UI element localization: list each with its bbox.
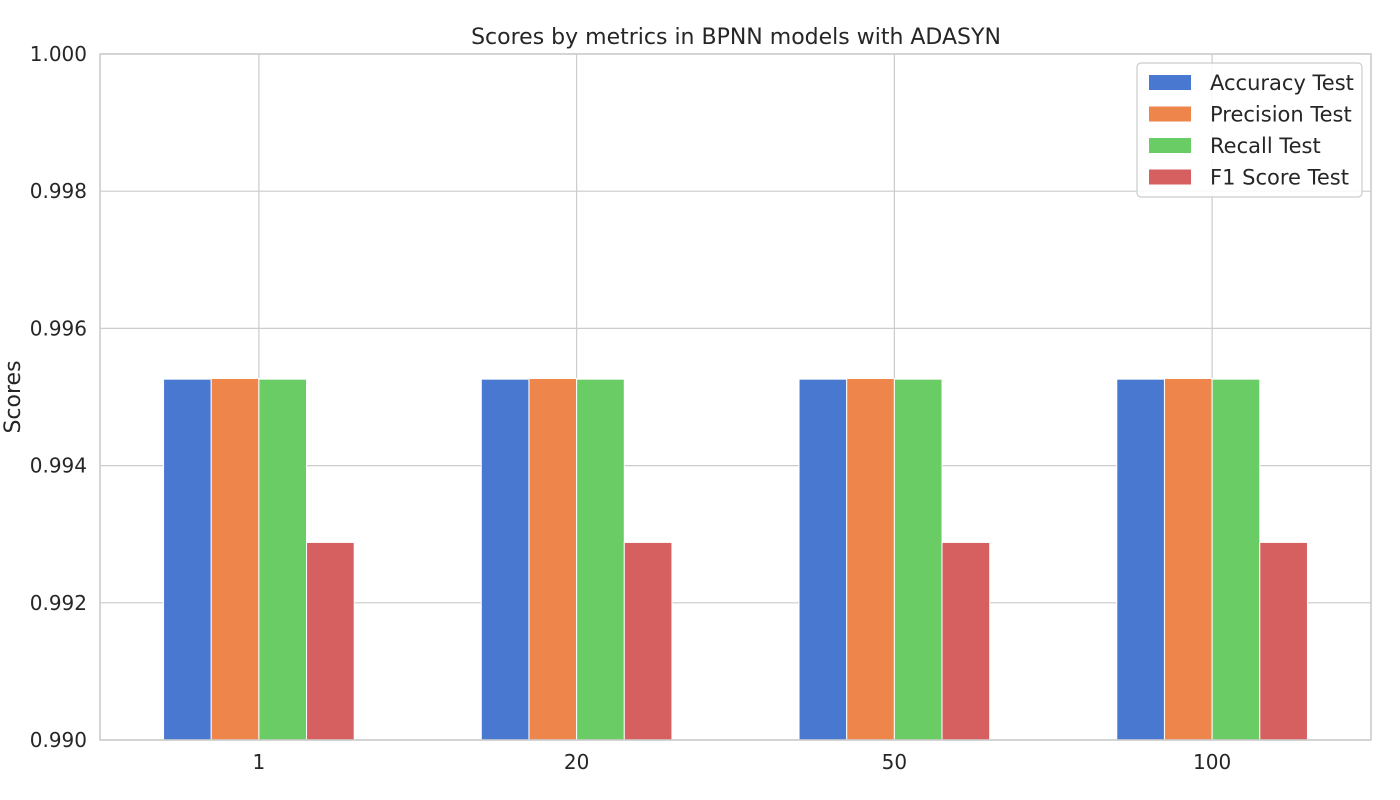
tick-labels: 0.990 0.992 0.994 0.996 0.998 1.000 1 20 50 100 (30, 42, 1231, 774)
bar-f1-score-test (941, 541, 991, 741)
plot-frame (99, 53, 1372, 741)
bar-f1-score-test (306, 541, 355, 741)
bar-recall-test (893, 378, 943, 741)
y-tick-label: 0.996 (30, 316, 87, 340)
legend-label: Recall Test (1210, 134, 1321, 158)
legend-swatch (1149, 75, 1191, 90)
bar-precision-test (1163, 377, 1213, 741)
bar-recall-test (1211, 378, 1261, 741)
legend: Accuracy Test Precision Test Recall Test F1… (1136, 62, 1363, 198)
bar-f1-score-test (1259, 541, 1308, 741)
bar-recall-test (258, 378, 308, 741)
y-tick-label: 1.000 (30, 42, 87, 66)
legend-swatch (1149, 138, 1191, 153)
bar-f1-score-test (623, 541, 673, 741)
y-tick-label: 0.992 (30, 591, 87, 615)
chart-title: Scores by metrics in BPNN models with AD… (471, 25, 1001, 50)
x-tick-label: 20 (564, 750, 589, 774)
y-tick-label: 0.994 (30, 454, 87, 478)
x-tick-label: 100 (1193, 750, 1231, 774)
bar-precision-test (528, 377, 578, 741)
x-tick-label: 1 (253, 750, 266, 774)
legend-swatch (1149, 169, 1191, 185)
bar-precision-test (210, 377, 260, 741)
bar-recall-test (576, 378, 625, 741)
legend-label: Precision Test (1210, 103, 1352, 127)
legend-swatch (1149, 106, 1191, 122)
bar-accuracy-test (1116, 378, 1165, 741)
legend-box (1136, 62, 1363, 198)
bar-accuracy-test (480, 378, 530, 741)
bar-accuracy-test (163, 378, 212, 741)
y-tick-label: 0.990 (30, 728, 87, 752)
bar-accuracy-test (798, 378, 848, 741)
bars (163, 377, 1308, 741)
y-axis-label: Scores (1, 360, 26, 433)
legend-label: F1 Score Test (1210, 166, 1349, 190)
bar-precision-test (846, 377, 895, 741)
x-tick-label: 50 (882, 750, 907, 774)
y-tick-label: 0.998 (30, 179, 87, 203)
legend-label: Accuracy Test (1210, 71, 1354, 95)
